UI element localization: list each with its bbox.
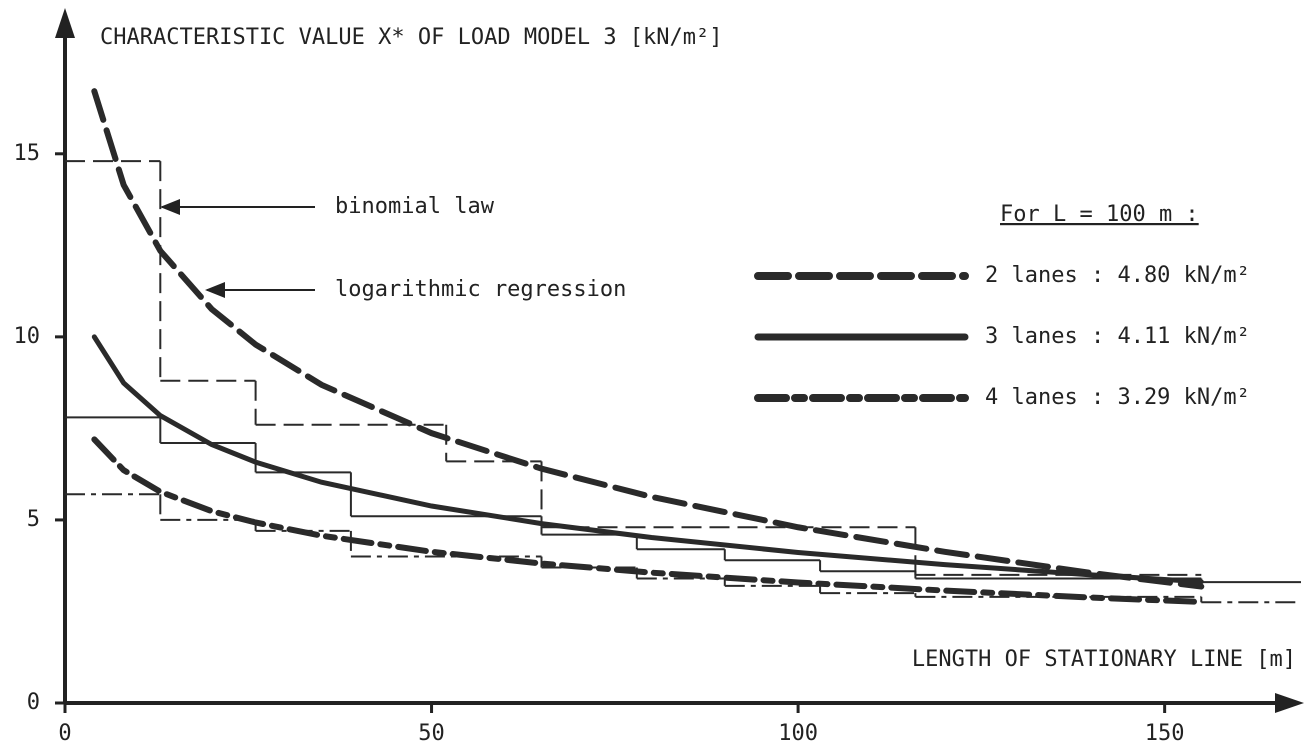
curve (91, 88, 1205, 590)
x-tick-label: 0 (58, 721, 71, 746)
x-tick-label: 50 (418, 721, 445, 746)
chart-title: CHARACTERISTIC VALUE X* OF LOAD MODEL 3 … (100, 25, 723, 50)
annotation: binomial law (335, 194, 495, 219)
curve (91, 334, 1204, 585)
legend-title: For L = 100 m : (1000, 202, 1199, 227)
curve (91, 436, 1205, 605)
legend-label: 2 lanes : 4.80 kN/m² (985, 263, 1250, 288)
legend-label: 4 lanes : 3.29 kN/m² (985, 385, 1250, 410)
y-tick-label: 0 (27, 690, 40, 715)
x-tick-label: 150 (1145, 721, 1185, 746)
y-tick-label: 5 (27, 507, 40, 532)
y-tick-label: 15 (14, 141, 41, 166)
y-tick-label: 10 (14, 324, 41, 349)
legend-label: 3 lanes : 4.11 kN/m² (985, 324, 1250, 349)
x-axis-arrow (1275, 693, 1304, 713)
y-axis-arrow (55, 8, 75, 38)
x-tick-label: 100 (778, 721, 818, 746)
annotation: logarithmic regression (335, 277, 626, 302)
x-axis-label: LENGTH OF STATIONARY LINE [m] (912, 647, 1296, 672)
